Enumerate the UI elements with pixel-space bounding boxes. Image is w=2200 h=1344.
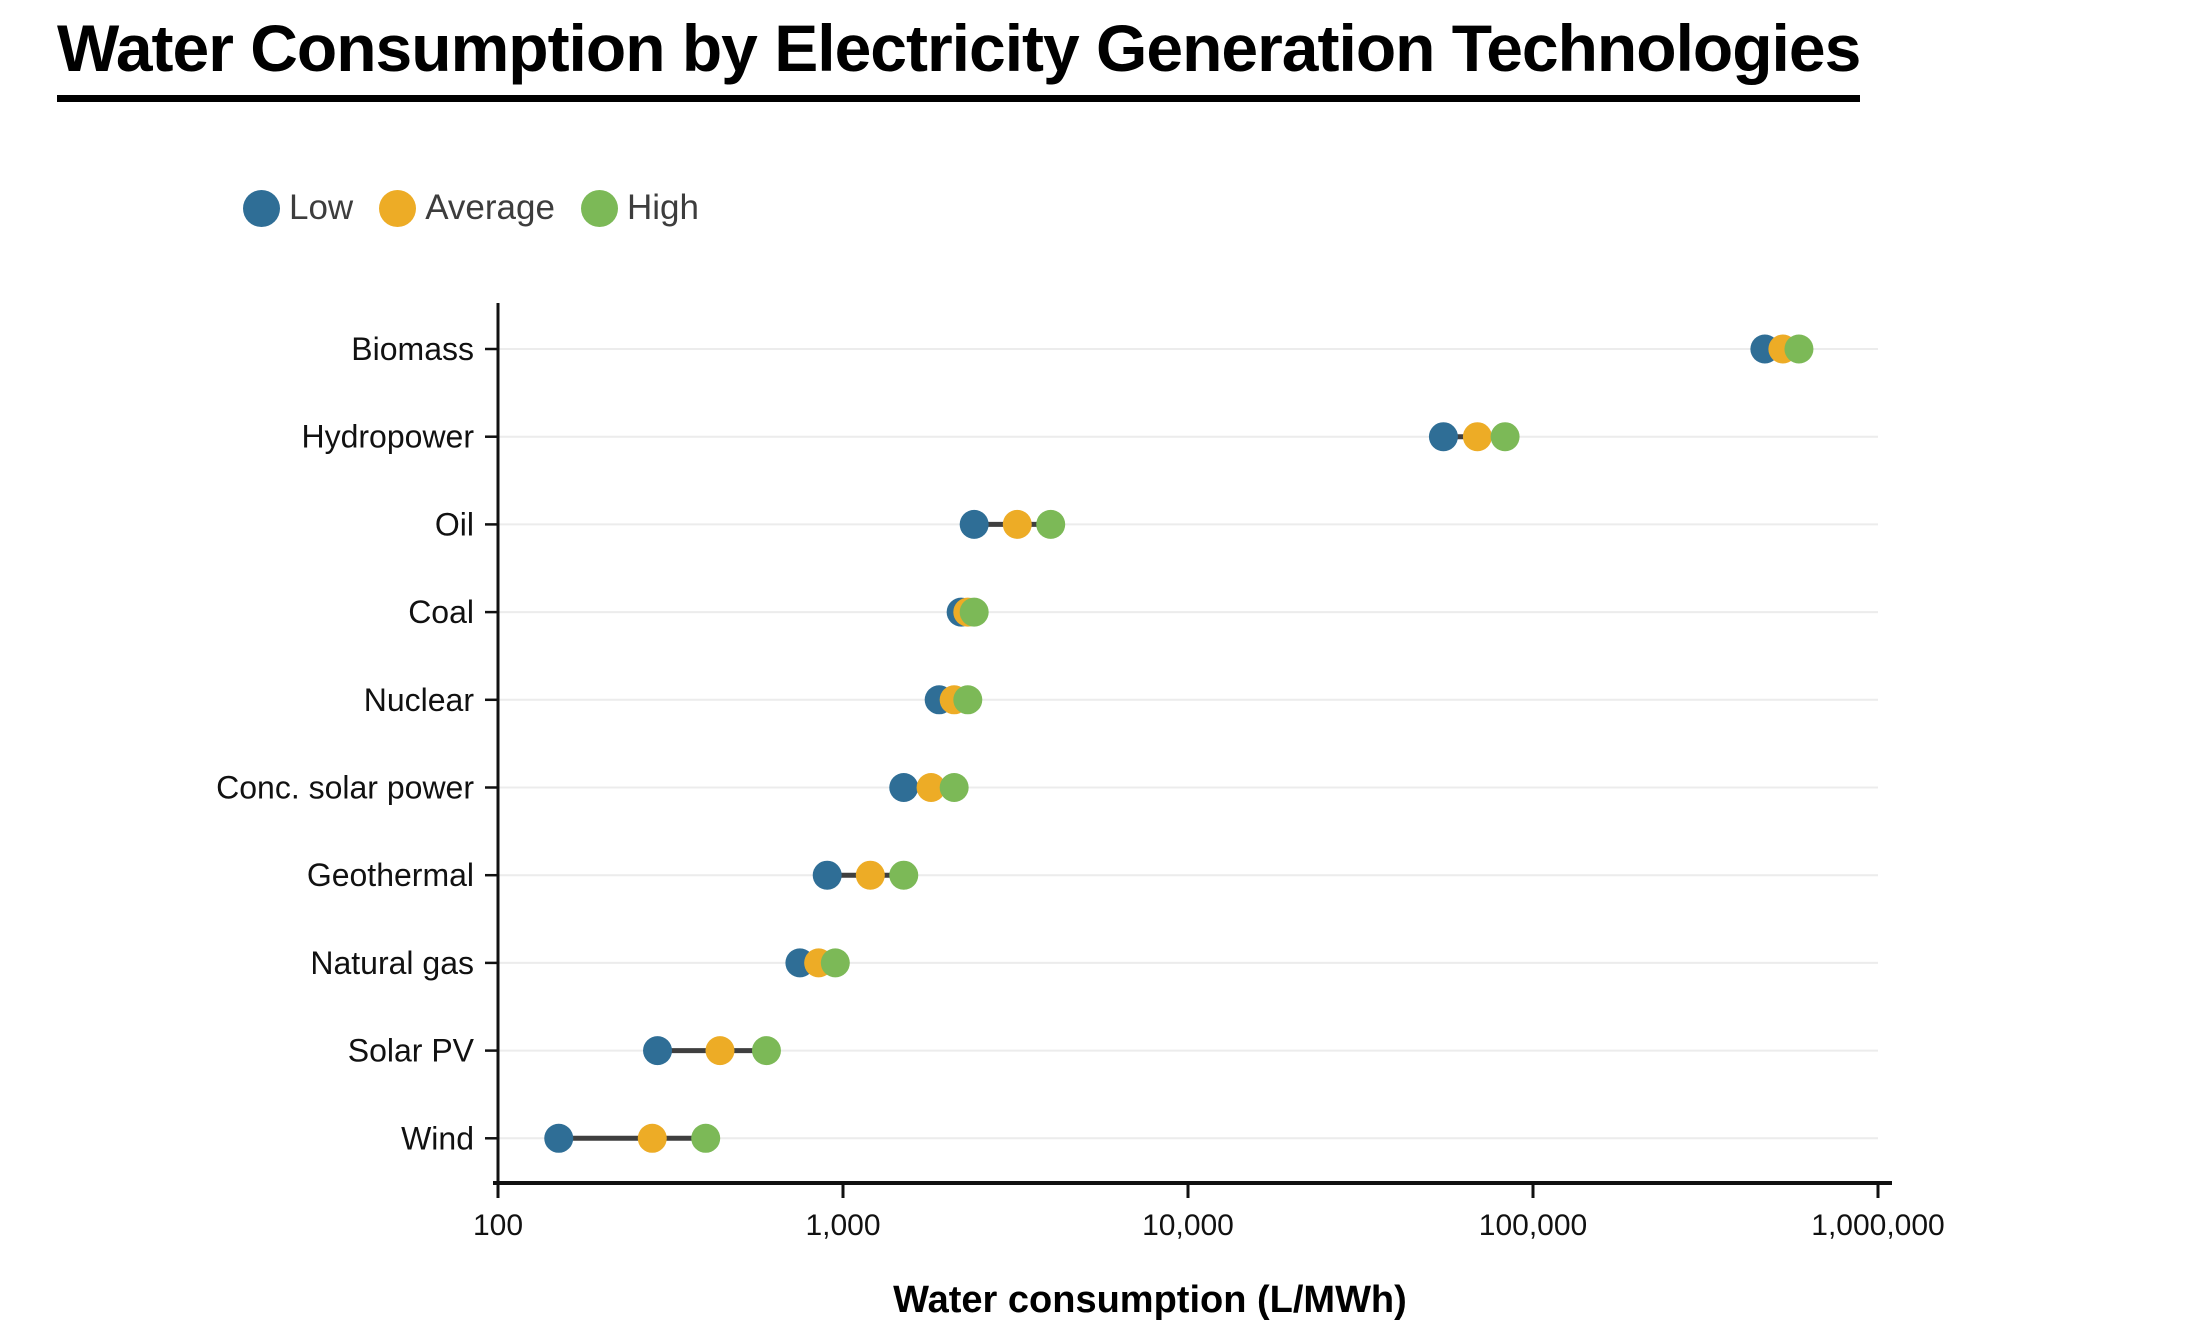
category-label: Nuclear (364, 682, 475, 718)
category-label: Solar PV (348, 1033, 475, 1069)
x-tick-label: 1,000,000 (1811, 1209, 1944, 1242)
legend-swatch-low-icon (243, 189, 280, 227)
dot-high-wind (691, 1123, 721, 1153)
category-label: Coal (408, 594, 474, 630)
dot-average-solar-pv (705, 1036, 735, 1066)
legend-item-high: High (580, 188, 699, 228)
dot-high-biomass (1784, 334, 1814, 364)
legend-label-high: High (626, 188, 699, 227)
legend-label-average: Average (425, 188, 555, 227)
dot-high-hydropower (1490, 422, 1520, 452)
dot-high-natural-gas (820, 948, 850, 978)
legend-label-low: Low (289, 188, 354, 227)
legend: Low Average High (243, 188, 699, 228)
dot-low-wind (544, 1123, 574, 1153)
dot-high-coal (959, 597, 989, 627)
dot-high-oil (1036, 509, 1066, 539)
category-label: Oil (435, 506, 474, 542)
dot-average-conc-solar-power (916, 773, 946, 802)
category-label: Biomass (351, 331, 474, 367)
dot-low-conc-solar-power (889, 773, 919, 802)
legend-item-low: Low (243, 188, 353, 228)
dot-average-wind (637, 1123, 667, 1153)
legend-swatch-high-icon (580, 189, 618, 227)
page-title: Water Consumption by Electricity Generat… (57, 10, 1861, 102)
dot-high-nuclear (953, 685, 983, 715)
legend-item-average: Average (379, 188, 555, 228)
dot-low-solar-pv (643, 1036, 673, 1066)
dot-average-geothermal (855, 860, 885, 890)
dot-low-oil (959, 509, 989, 539)
dot-average-oil (1002, 509, 1032, 539)
category-label: Geothermal (307, 857, 474, 893)
category-label: Hydropower (301, 419, 474, 455)
dot-high-solar-pv (751, 1036, 781, 1066)
legend-swatch-average-icon (379, 189, 417, 227)
category-label: Conc. solar power (216, 770, 474, 806)
x-tick-label: 100 (473, 1209, 523, 1242)
dot-high-geothermal (889, 860, 919, 890)
x-tick-label: 1,000 (805, 1209, 880, 1242)
dot-low-geothermal (812, 860, 842, 890)
x-axis-title: Water consumption (L/MWh) (893, 1279, 1407, 1321)
x-tick-label: 100,000 (1479, 1209, 1587, 1242)
dot-average-hydropower (1462, 422, 1492, 452)
dot-high-conc-solar-power (939, 773, 969, 802)
x-tick-label: 10,000 (1142, 1209, 1234, 1242)
dot-low-hydropower (1428, 422, 1458, 452)
category-label: Natural gas (310, 945, 474, 981)
category-label: Wind (401, 1120, 474, 1156)
